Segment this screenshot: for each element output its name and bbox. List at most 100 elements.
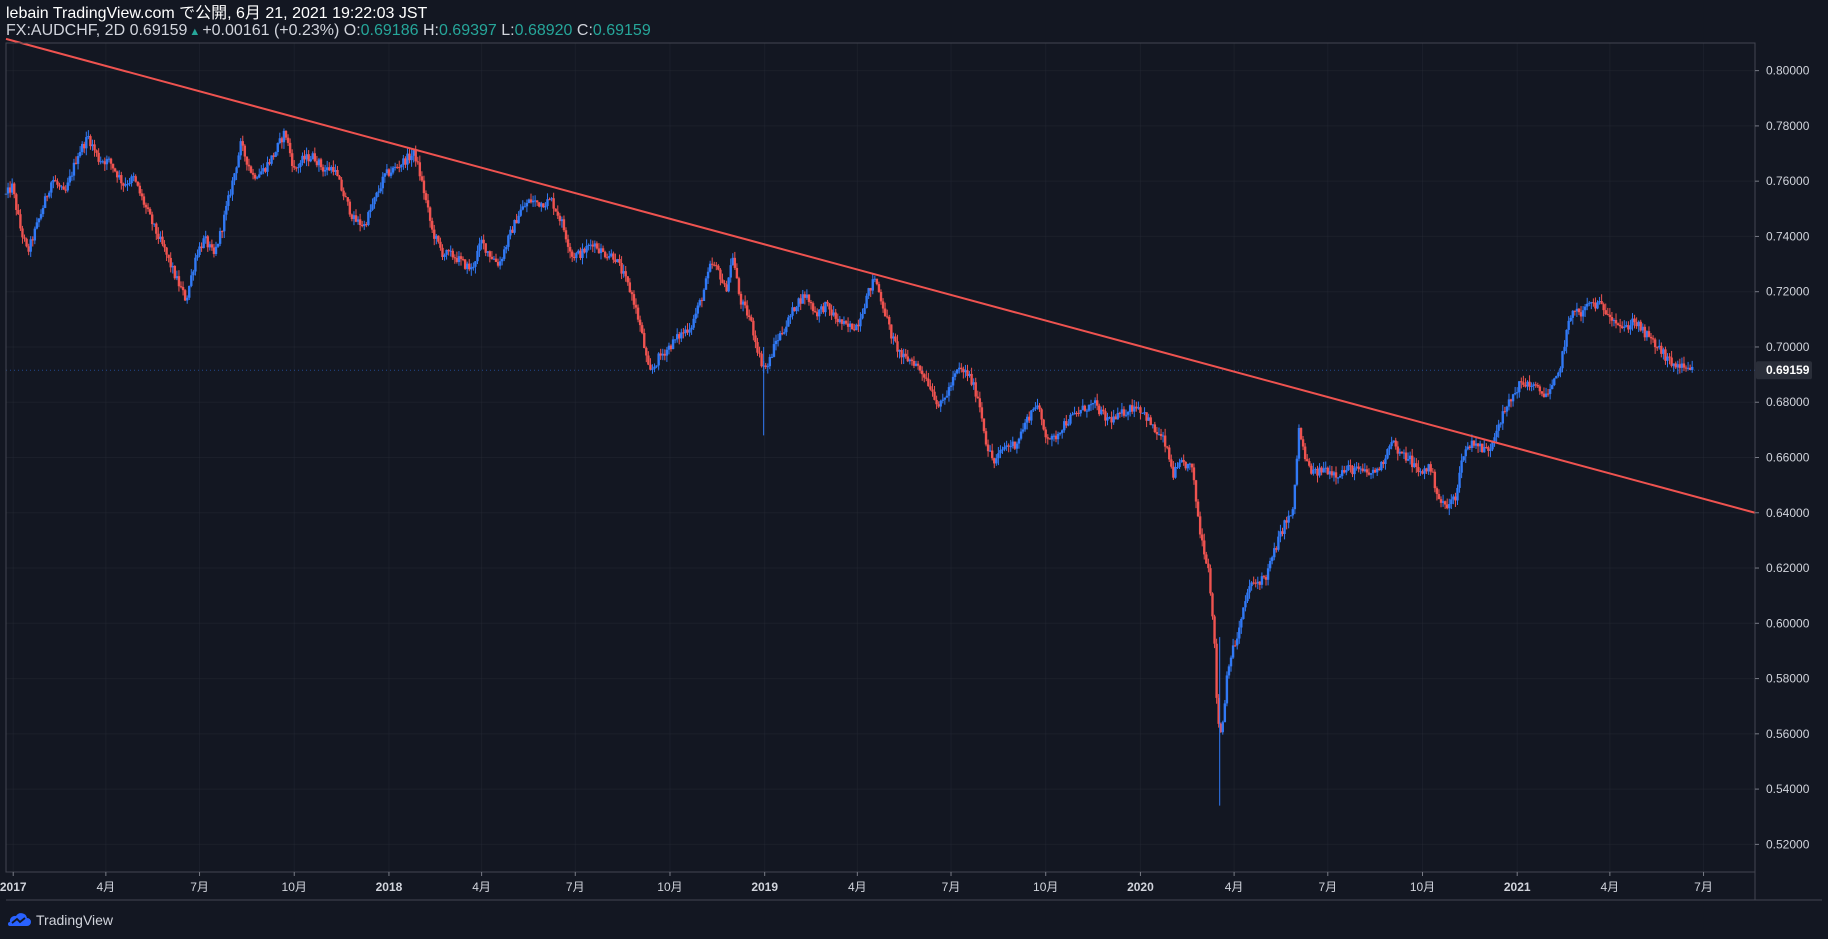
candle-down <box>978 398 982 408</box>
candle-down <box>1542 393 1546 397</box>
candle-down <box>340 179 343 191</box>
candle-down <box>614 259 617 263</box>
candle-down <box>1633 318 1636 323</box>
candle-up <box>838 319 842 323</box>
candle-up <box>1050 435 1054 440</box>
candle-up <box>651 368 654 370</box>
trendline[interactable] <box>5 37 1756 514</box>
candle-up <box>1458 472 1461 488</box>
candle-up <box>1493 437 1496 442</box>
publish-info-text: lebain TradingView.com で公開, 6月 21, 2021 … <box>6 5 428 22</box>
candle-down <box>752 320 755 336</box>
candle-up <box>91 144 94 147</box>
candle-down <box>756 342 759 353</box>
open-value: 0.69186 <box>360 22 419 39</box>
y-tick-label: 0.76000 <box>1766 174 1810 188</box>
candle-up <box>1106 417 1109 421</box>
candle-down <box>398 167 401 169</box>
candle-up <box>519 209 522 216</box>
candle-up <box>325 167 329 171</box>
candle-down <box>1682 363 1686 368</box>
price-axis[interactable]: 0.52000 0.54000 0.56000 0.58000 0.60000 0.620… <box>1755 64 1812 852</box>
candle-up <box>585 245 588 253</box>
candle-up <box>708 263 712 272</box>
candle-up <box>76 156 80 164</box>
candle-up <box>1124 414 1128 416</box>
candle-up <box>393 166 397 168</box>
candle-up <box>684 329 687 334</box>
candle-up <box>1318 467 1321 476</box>
x-tick-label: 4月 <box>472 880 491 894</box>
candle-up <box>78 152 82 157</box>
candle-down <box>869 288 872 291</box>
candle-up <box>698 300 702 306</box>
candle-down <box>904 353 907 357</box>
candle-up <box>1283 520 1286 535</box>
candle-down <box>896 341 899 352</box>
candle-down <box>1044 429 1047 438</box>
candle-down <box>58 184 61 187</box>
candle-down <box>686 329 689 333</box>
candle-up <box>385 169 389 174</box>
candle-down <box>910 359 914 362</box>
candle-down <box>243 145 247 157</box>
candle-up <box>52 179 55 183</box>
candle-down <box>1343 470 1346 473</box>
candle-down <box>1520 381 1523 383</box>
candle-down <box>488 251 492 257</box>
last-price-label: 0.69159 <box>1766 363 1810 377</box>
candle-up <box>1474 443 1478 446</box>
candle-up <box>943 397 947 400</box>
candle-down <box>1361 468 1364 472</box>
candle-up <box>400 164 403 168</box>
candle-down <box>45 196 49 198</box>
y-tick-label: 0.58000 <box>1766 672 1810 686</box>
candle-down <box>710 263 714 265</box>
candle-down <box>1425 468 1428 472</box>
candle-up <box>379 188 382 192</box>
candle-down <box>1688 367 1692 370</box>
candle-down <box>167 254 170 258</box>
candle-up <box>352 215 356 220</box>
candle-up <box>908 359 912 362</box>
candle-up <box>369 209 372 213</box>
candle-down <box>140 193 144 197</box>
candle-down <box>31 239 34 241</box>
time-axis[interactable]: 2017 4月 7月 10月 2018 4月 7月 10月 2019 4月 7月 10月 2020 4月 7… <box>0 872 1713 894</box>
candle-down <box>511 229 514 233</box>
candle-down <box>181 287 185 291</box>
candle-down <box>737 278 741 294</box>
candle-up <box>533 200 537 202</box>
candle-down <box>173 265 177 279</box>
candle-up <box>1353 467 1356 475</box>
candles[interactable] <box>4 128 1755 806</box>
candle-up <box>1384 458 1387 465</box>
candle-up <box>1273 548 1276 558</box>
candle-down <box>1165 446 1169 448</box>
candle-up <box>43 196 47 208</box>
candle-up <box>995 458 998 464</box>
candle-up <box>546 199 549 207</box>
candle-up <box>1180 459 1183 463</box>
candle-up <box>1229 657 1233 667</box>
y-tick-label: 0.64000 <box>1766 506 1810 520</box>
symbol-interval[interactable]: FX:AUDCHF, 2D <box>6 22 126 39</box>
candle-up <box>575 253 578 259</box>
candle-down <box>136 181 139 186</box>
candle-up <box>665 349 669 356</box>
x-tick-label: 2021 <box>1504 880 1531 894</box>
candle-up <box>657 353 660 366</box>
candle-up <box>1590 302 1593 304</box>
candle-up <box>29 239 32 252</box>
candle-down <box>1446 504 1449 509</box>
candle-up <box>334 169 337 172</box>
candle-up <box>231 180 234 195</box>
candle-up <box>1225 675 1229 704</box>
candle-down <box>1670 357 1673 366</box>
candle-down <box>342 190 345 197</box>
tradingview-logo[interactable]: TradingView <box>6 911 113 929</box>
candle-up <box>1565 329 1568 347</box>
candle-up <box>731 257 734 266</box>
candle-down <box>725 284 728 292</box>
